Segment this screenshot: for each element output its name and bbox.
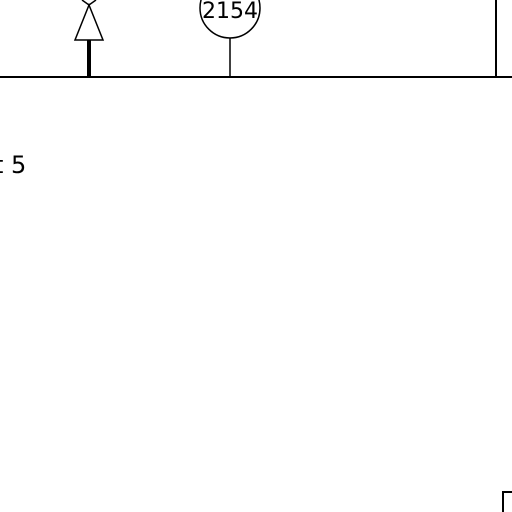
corner-mark: [502, 491, 512, 512]
instrument-bubble: 2154: [199, 0, 261, 77]
fragment-label: t 5: [0, 151, 26, 179]
valve-upper-triangle: [81, 0, 97, 6]
valve-symbol: [73, 0, 105, 77]
instrument-tag: 2154: [202, 0, 258, 24]
valve-lower-triangle: [73, 2, 105, 41]
